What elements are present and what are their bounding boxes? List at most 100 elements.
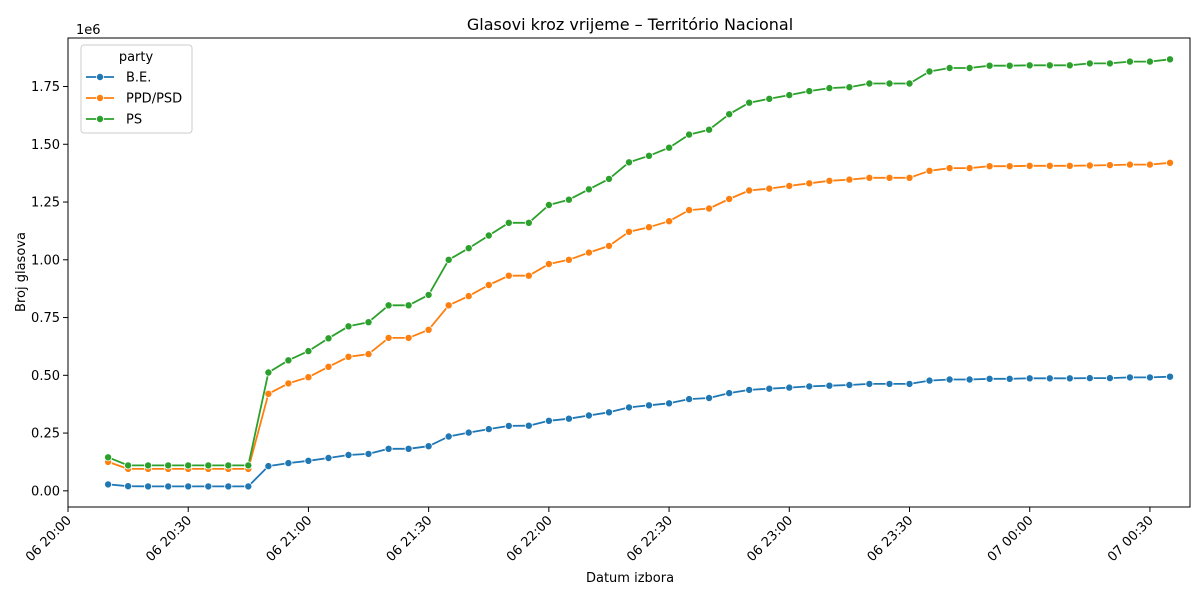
data-point-ps [845,83,854,92]
data-point-b-e [765,384,774,393]
data-point-ppd-psd [825,176,834,185]
data-point-ppd-psd [1166,158,1175,167]
data-point-ppd-psd [805,179,814,188]
data-point-b-e [625,403,634,412]
data-point-ppd-psd [705,204,714,213]
y-tick-label: 0.75 [31,311,60,326]
data-point-ps [865,79,874,88]
data-point-ps [324,334,333,343]
data-point-ps [144,461,153,470]
data-point-ps [344,322,353,331]
data-point-ps [564,195,573,204]
data-point-ppd-psd [304,373,313,382]
data-point-ppd-psd [645,223,654,232]
data-point-ppd-psd [364,350,373,359]
data-point-ps [645,151,654,160]
data-point-b-e [564,414,573,423]
x-axis: 06 20:00 06 20:30 06 21:00 06 21:30 06 22:00… [23,507,1157,565]
data-point-b-e [1065,374,1074,383]
data-point-b-e [504,421,513,430]
data-point-ppd-psd [1125,160,1134,169]
x-tick-label: 06 21:30 [384,513,436,565]
data-point-ppd-psd [985,162,994,171]
legend-frame [80,44,193,134]
data-point-b-e [264,462,273,471]
data-point-ppd-psd [1105,161,1114,170]
data-point-ps [1145,57,1154,66]
data-point-b-e [965,375,974,384]
data-point-ps [244,461,253,470]
data-point-ppd-psd [444,301,453,310]
data-point-ps [1005,61,1014,70]
data-point-ps [584,185,593,194]
data-point-ppd-psd [665,217,674,226]
data-point-b-e [384,444,393,453]
data-point-ps [104,453,113,462]
data-point-ps [504,218,513,227]
data-point-b-e [605,408,614,417]
plot-frame [67,37,1191,508]
data-point-ppd-psd [905,173,914,182]
data-point-b-e [805,382,814,391]
series-layer [104,55,1175,491]
data-point-b-e [124,482,133,491]
data-point-ps [284,356,293,365]
data-point-b-e [685,395,694,404]
data-point-b-e [645,401,654,410]
x-tick-label: 06 20:30 [143,513,195,565]
x-tick-label: 06 21:00 [264,513,316,565]
data-point-ps [1105,59,1114,68]
data-point-ps [1125,57,1134,66]
y-tick-label: 1.00 [31,253,60,268]
data-point-b-e [985,374,994,383]
data-point-b-e [1145,373,1154,382]
data-point-ppd-psd [965,164,974,173]
data-point-b-e [705,393,714,402]
series-line-ppd-psd [107,161,1171,470]
data-point-b-e [224,482,233,491]
y-axis: 0.00 0.25 0.50 0.75 1.00 1.25 1.50 1.75 [31,80,68,499]
data-point-ppd-psd [404,333,413,342]
data-point-ppd-psd [745,186,754,195]
data-point-ps [444,255,453,264]
y-tick-label: 1.50 [31,138,60,153]
y-tick-label: 1.75 [31,80,60,95]
data-point-ppd-psd [564,255,573,264]
data-point-ps [765,94,774,103]
data-point-ps [905,79,914,88]
data-point-ppd-psd [544,259,553,268]
data-point-ps [745,98,754,107]
data-point-ppd-psd [845,175,854,184]
legend-entries: B.E. PPD/PSD PS [86,71,182,128]
data-point-b-e [905,379,914,388]
y-tick-label: 0.50 [31,369,60,384]
series-line-ps [107,58,1171,467]
data-point-ps [685,130,694,139]
data-point-b-e [484,425,493,434]
data-point-ps [605,174,614,183]
data-point-b-e [164,482,173,491]
data-point-b-e [945,375,954,384]
data-point-ppd-psd [885,173,894,182]
data-point-ps [264,368,273,377]
data-point-ps [945,64,954,73]
data-point-ppd-psd [1005,162,1014,171]
data-point-b-e [584,411,593,420]
y-tick-label: 0.25 [31,427,60,442]
data-point-b-e [344,450,353,459]
data-point-b-e [524,421,533,430]
data-point-ppd-psd [765,184,774,193]
x-tick-label: 06 20:00 [23,513,75,565]
data-point-ppd-psd [464,292,473,301]
data-point-b-e [1105,374,1114,383]
data-point-ps [805,87,814,96]
data-point-ps [184,461,193,470]
legend-marker-ps [96,115,105,124]
data-point-ps [1085,59,1094,68]
data-point-ps [665,143,674,152]
data-point-ps [164,461,173,470]
data-point-b-e [825,381,834,390]
data-point-ps [925,67,934,76]
data-point-ps [364,318,373,327]
